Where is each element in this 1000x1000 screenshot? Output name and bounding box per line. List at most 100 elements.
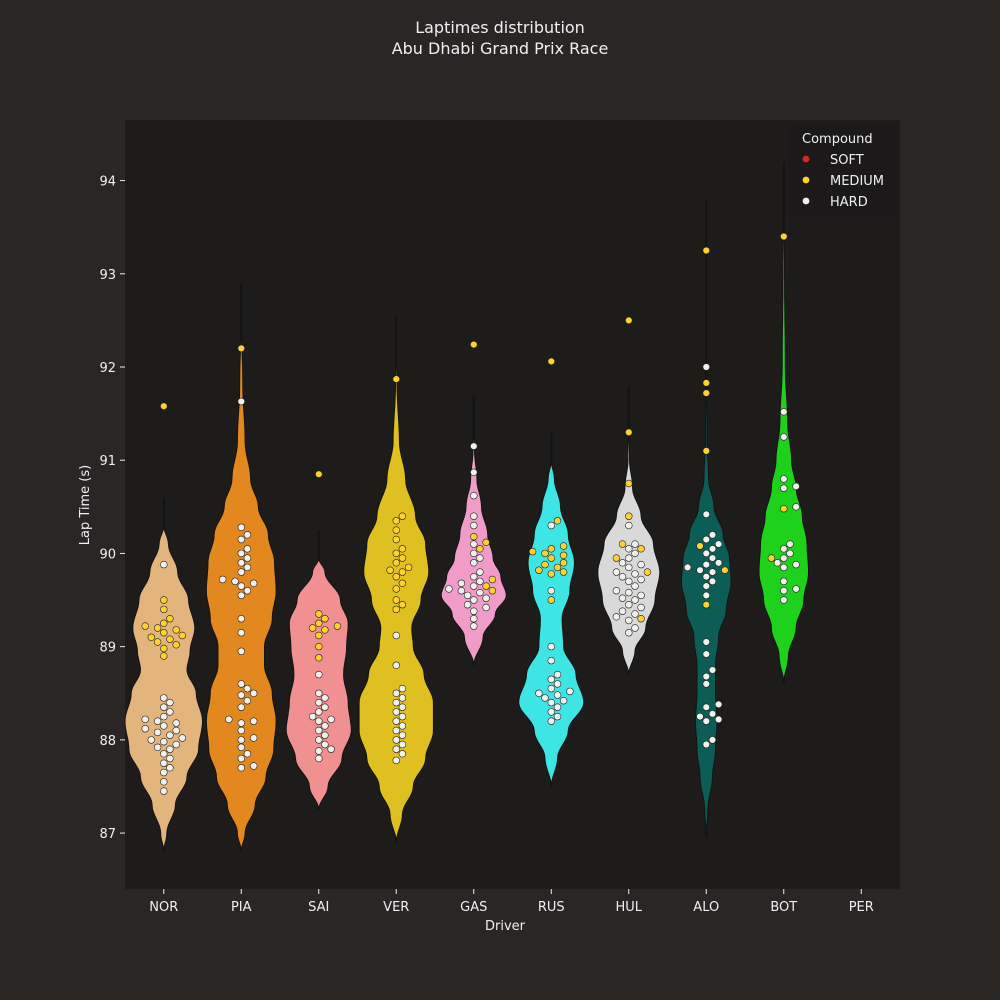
lap-point-ver [392,559,400,567]
lap-point-nor [160,644,168,653]
lap-point-gas [470,521,478,530]
lap-point-gas [470,512,478,520]
lap-point-nor [172,726,180,735]
lap-point-pia [250,579,258,587]
lap-point-sai [315,717,323,725]
lap-point-alo [702,560,710,569]
lap-point-bot [780,505,788,513]
lap-point-bot [780,408,788,416]
lap-point-pia [243,750,252,758]
lap-point-ver [392,756,400,765]
lap-point-rus [528,547,537,556]
lap-point-nor [153,728,162,737]
lap-point-nor [166,764,174,772]
lap-point-pia [231,577,239,586]
lap-point-rus [553,563,562,572]
lap-point-pia [237,703,246,711]
x-axis: NOR PIA SAI VER GAS RUS HUL ALO BOT PER [149,889,874,915]
x-tick-label: ALO [693,900,719,915]
lap-point-alo [702,363,710,371]
lap-point-hul [618,572,627,581]
y-tick-label: 93 [99,268,116,283]
lap-point-rus [535,566,543,574]
lap-point-hul [637,575,645,584]
lap-point-ver [392,526,400,534]
lap-point-ver [404,563,413,572]
lap-point-nor [160,759,168,767]
lap-point-ver [392,661,400,669]
lap-point-nor [178,631,187,640]
x-tick-label: RUS [538,900,565,915]
lap-point-rus [547,656,555,665]
lap-point-bot [780,545,788,553]
lap-point-alo [708,568,717,576]
legend-label-medium: MEDIUM [830,174,884,189]
lap-point-nor [160,787,168,795]
lap-point-ver [398,731,407,739]
lap-point-rus [541,549,549,558]
lap-point-hul [631,540,639,548]
lap-point-alo [708,710,717,718]
lap-point-gas [470,340,478,349]
lap-point-sai [315,754,323,763]
lap-point-bot [780,433,788,441]
lap-point-ver [398,600,407,609]
lap-point-ver [398,722,407,730]
lap-point-alo [702,600,710,609]
lap-point-ver [392,585,400,593]
lap-point-alo [702,379,710,387]
lap-point-nor [160,560,168,569]
lap-point-gas [482,538,490,546]
lap-point-gas [445,585,453,593]
lap-point-gas [470,596,478,604]
lap-point-nor [153,638,162,646]
lap-point-gas [470,540,478,548]
lap-point-hul [612,554,621,562]
lap-point-nor [160,605,168,614]
lap-point-gas [457,586,466,595]
lap-point-pia [243,554,252,562]
lap-point-alo [708,666,717,674]
lap-point-pia [250,762,258,770]
lap-point-ver [398,740,407,749]
lap-point-sai [315,619,323,627]
lap-point-gas [482,594,490,602]
lap-point-alo [683,563,692,572]
lap-point-nor [166,745,174,753]
lap-point-sai [315,470,323,478]
lap-point-sai [315,726,323,735]
lap-point-nor [160,619,168,627]
lap-point-pia [237,726,246,735]
lap-point-nor [166,731,174,739]
lap-point-hul [618,607,627,615]
lap-point-alo [702,591,710,600]
lap-point-hul [625,577,633,586]
violin-sai [285,558,352,810]
lap-point-alo [702,638,710,646]
lap-point-pia [237,397,246,406]
lap-point-bot [780,232,788,241]
lap-point-ver [392,745,400,753]
lap-point-gas [457,579,466,587]
lap-point-gas [476,577,484,586]
lap-point-rus [547,698,555,707]
lap-point-bot [780,586,788,595]
lap-point-sai [308,624,317,632]
lap-point-pia [225,715,233,724]
lap-point-ver [398,554,407,562]
lap-point-gas [482,603,490,612]
x-tick-label: HUL [615,900,642,915]
lap-point-bot [786,540,794,548]
lap-point-hul [637,614,645,623]
lap-point-hul [637,603,645,612]
legend-marker-hard [802,197,810,205]
lap-point-hul [625,428,633,436]
lap-point-bot [780,484,788,492]
lap-point-sai [308,712,317,721]
lap-point-nor [160,750,168,758]
lap-point-alo [702,572,710,581]
violin-nor [124,525,204,852]
lap-point-nor [160,628,168,637]
legend: Compound SOFT MEDIUM HARD [789,125,895,216]
lap-point-alo [702,389,710,397]
